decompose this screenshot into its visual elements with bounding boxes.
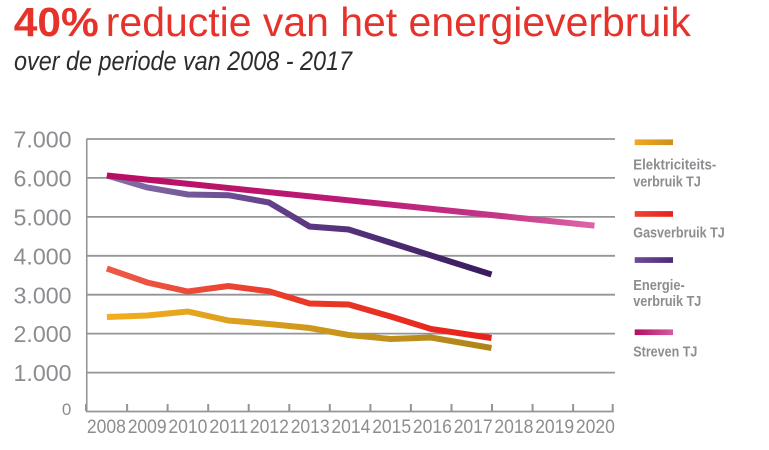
svg-text:2018: 2018 <box>494 417 533 438</box>
svg-text:verbruik TJ: verbruik TJ <box>633 293 701 310</box>
svg-text:2011: 2011 <box>209 417 248 438</box>
svg-text:2009: 2009 <box>128 417 167 438</box>
svg-text:7.000: 7.000 <box>14 127 72 153</box>
svg-text:over de periode van 2008 - 201: over de periode van 2008 - 2017 <box>14 46 353 76</box>
svg-text:5.000: 5.000 <box>14 205 72 231</box>
svg-text:6.000: 6.000 <box>14 166 72 192</box>
svg-text:40%: 40% <box>14 0 99 45</box>
svg-text:2016: 2016 <box>413 417 452 438</box>
svg-text:2010: 2010 <box>168 417 207 438</box>
svg-text:4.000: 4.000 <box>14 243 72 269</box>
svg-text:1.000: 1.000 <box>14 360 72 386</box>
svg-text:2013: 2013 <box>291 417 330 438</box>
svg-text:Gasverbruik TJ: Gasverbruik TJ <box>633 225 725 242</box>
svg-text:Streven TJ: Streven TJ <box>633 343 697 360</box>
svg-text:Energie-: Energie- <box>633 277 685 294</box>
svg-text:2020: 2020 <box>576 417 615 438</box>
svg-text:2012: 2012 <box>250 417 289 438</box>
svg-text:2015: 2015 <box>372 417 411 438</box>
svg-text:2.000: 2.000 <box>14 321 72 347</box>
svg-text:0: 0 <box>62 400 71 419</box>
svg-text:2017: 2017 <box>454 417 493 438</box>
svg-text:reductie van het energieverbru: reductie van het energieverbruik <box>106 0 691 45</box>
svg-text:2014: 2014 <box>331 417 370 438</box>
svg-text:Elektriciteits-: Elektriciteits- <box>633 156 716 173</box>
svg-text:3.000: 3.000 <box>14 282 72 308</box>
svg-text:2008: 2008 <box>87 417 126 438</box>
svg-text:verbruik TJ: verbruik TJ <box>633 173 701 190</box>
svg-text:2019: 2019 <box>535 417 574 438</box>
